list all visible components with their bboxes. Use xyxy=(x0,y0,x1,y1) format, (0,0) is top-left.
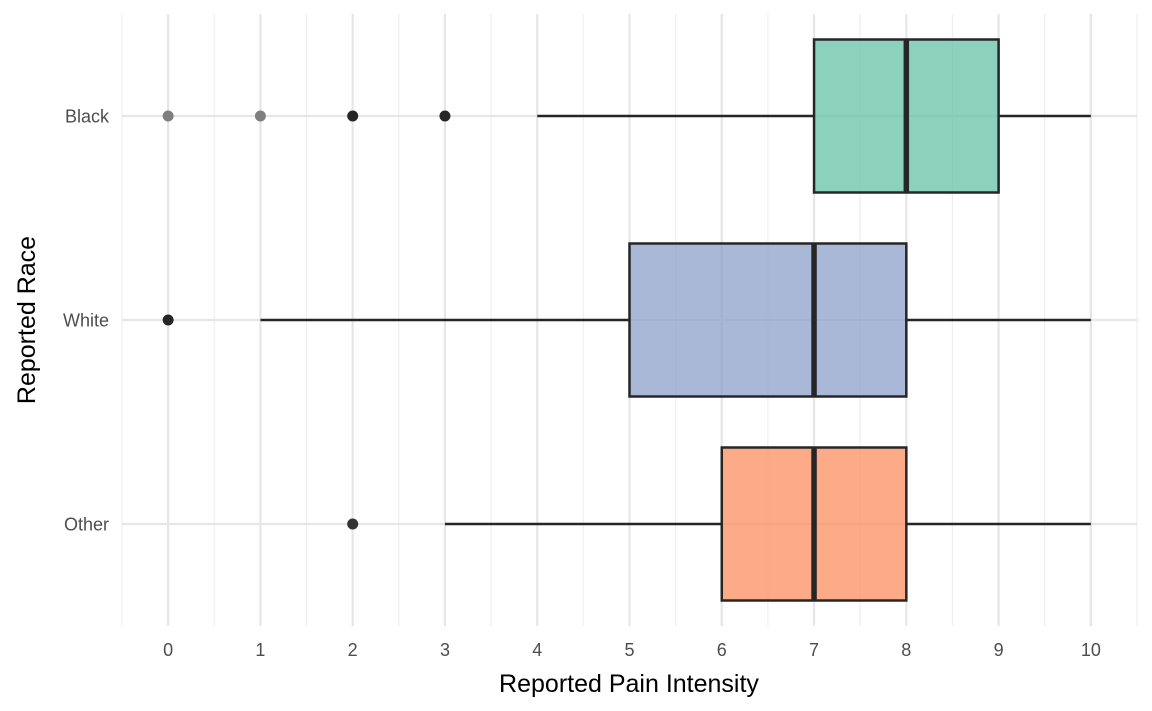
y-axis-title: Reported Race xyxy=(13,236,41,404)
x-tick-label: 9 xyxy=(994,640,1004,660)
outlier-point xyxy=(347,110,359,122)
box-black xyxy=(162,38,1091,194)
outlier-point xyxy=(347,518,359,530)
x-tick-label: 3 xyxy=(440,640,450,660)
x-tick-label: 2 xyxy=(348,640,358,660)
x-tick-label: 7 xyxy=(809,640,819,660)
x-tick-label: 5 xyxy=(624,640,634,660)
y-tick-label: Other xyxy=(64,515,109,535)
x-tick-label: 10 xyxy=(1081,640,1101,660)
box-white xyxy=(162,242,1091,398)
y-axis-ticks: Black White Other xyxy=(63,107,110,535)
x-tick-label: 6 xyxy=(717,640,727,660)
x-axis-title: Reported Pain Intensity xyxy=(499,670,759,698)
outlier-point xyxy=(439,110,451,122)
x-axis-ticks: 0 1 2 3 4 5 6 7 8 9 10 xyxy=(163,640,1101,660)
x-tick-label: 4 xyxy=(532,640,542,660)
y-tick-label: Black xyxy=(65,107,110,127)
outlier-point xyxy=(162,110,174,122)
outlier-point xyxy=(162,314,174,326)
outlier-point xyxy=(254,110,266,122)
x-tick-label: 8 xyxy=(901,640,911,660)
x-tick-label: 1 xyxy=(255,640,265,660)
box-other xyxy=(347,446,1091,602)
y-tick-label: White xyxy=(63,311,109,331)
iqr-box xyxy=(628,242,908,398)
x-tick-label: 0 xyxy=(163,640,173,660)
boxes xyxy=(162,38,1091,602)
